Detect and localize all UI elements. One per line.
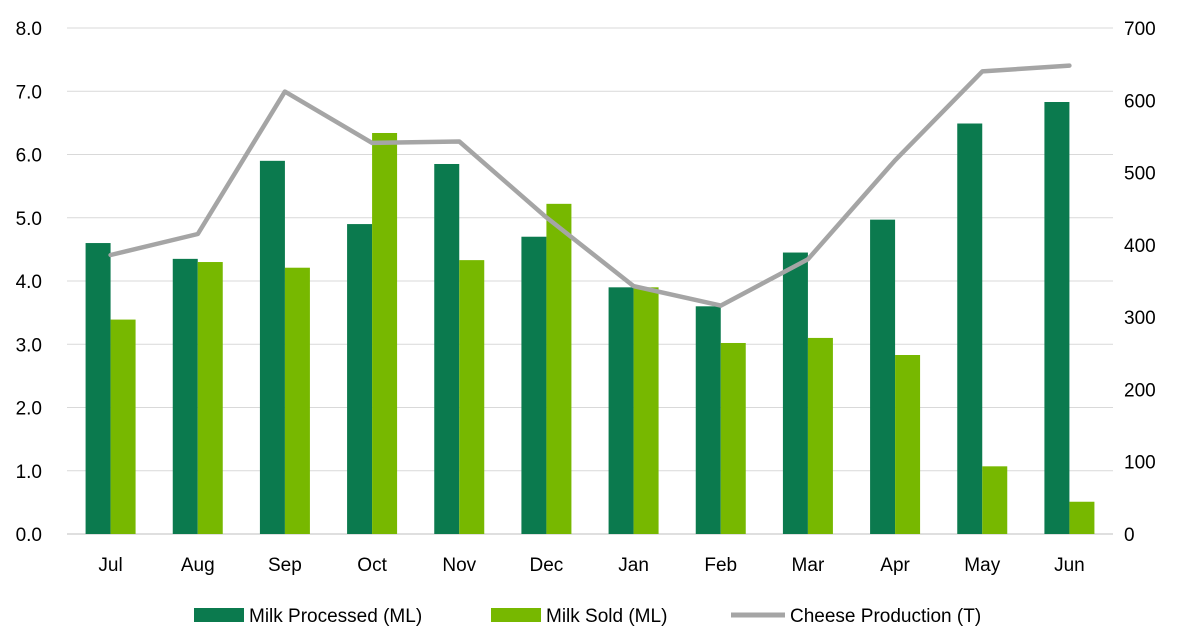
x-tick-label: Jul xyxy=(98,555,122,576)
right-axis-ticks: 0 100 200 300 400 500 600 700 xyxy=(1124,19,1156,546)
bar-milk-sold xyxy=(197,262,223,534)
bar-milk-sold xyxy=(284,267,310,534)
bar-milk-sold xyxy=(110,319,136,534)
bar-milk-processed xyxy=(695,306,721,534)
bar-milk-processed xyxy=(259,160,285,534)
x-tick-label: Nov xyxy=(442,555,476,576)
x-tick-label: May xyxy=(964,555,1000,576)
y-tick-label: 2.0 xyxy=(16,399,42,420)
bar-milk-sold xyxy=(372,132,398,534)
x-tick-label: Mar xyxy=(792,555,825,576)
legend-label: Milk Sold (ML) xyxy=(546,606,667,627)
y-tick-label: 7.0 xyxy=(16,82,42,103)
bar-milk-processed xyxy=(85,243,111,535)
bar-milk-processed xyxy=(347,224,373,534)
bar-milk-sold xyxy=(459,260,485,534)
bar-milk-processed xyxy=(608,287,634,534)
y-tick-label: 5.0 xyxy=(16,209,42,230)
bar-milk-processed xyxy=(434,163,460,535)
y-tick-label: 8.0 xyxy=(16,19,42,40)
y-tick-label: 3.0 xyxy=(16,335,42,356)
y2-tick-label: 300 xyxy=(1124,308,1156,329)
x-axis-ticks: Jul Aug Sep Oct Nov Dec Jan Feb Mar Apr May Jun xyxy=(98,555,1084,576)
line-group xyxy=(108,63,1072,308)
bar-milk-processed xyxy=(1044,102,1070,534)
legend-swatch xyxy=(194,608,244,622)
y2-tick-label: 200 xyxy=(1124,380,1156,401)
y-tick-label: 6.0 xyxy=(16,146,42,167)
bar-milk-sold xyxy=(982,466,1008,534)
bar-milk-sold xyxy=(633,287,659,534)
y2-tick-label: 600 xyxy=(1124,91,1156,112)
y2-tick-label: 100 xyxy=(1124,453,1156,474)
bar-milk-processed xyxy=(172,258,198,534)
gridlines xyxy=(67,27,1113,535)
x-tick-label: Jan xyxy=(618,555,649,576)
x-tick-label: Oct xyxy=(357,555,387,576)
bar-milk-processed xyxy=(782,252,808,534)
x-tick-label: Jun xyxy=(1054,555,1085,576)
y-tick-label: 4.0 xyxy=(16,272,42,293)
legend-label: Cheese Production (T) xyxy=(790,606,981,627)
y-tick-label: 0.0 xyxy=(16,525,42,546)
bar-milk-sold xyxy=(546,203,572,534)
bar-milk-sold xyxy=(895,355,921,534)
x-tick-label: Sep xyxy=(268,555,302,576)
bar-milk-processed xyxy=(957,123,983,534)
line-cheese-production xyxy=(108,63,1072,308)
y2-tick-label: 0 xyxy=(1124,525,1135,546)
legend-label: Milk Processed (ML) xyxy=(249,606,422,627)
bar-milk-processed xyxy=(521,236,547,534)
left-axis-ticks: 0.0 1.0 2.0 3.0 4.0 5.0 6.0 7.0 8.0 xyxy=(16,19,42,546)
x-tick-label: Dec xyxy=(530,555,564,576)
y2-tick-label: 700 xyxy=(1124,19,1156,40)
bar-milk-processed xyxy=(870,219,896,534)
y-tick-label: 1.0 xyxy=(16,462,42,483)
bar-milk-sold xyxy=(807,337,833,534)
bar-milk-sold xyxy=(1069,501,1095,534)
x-tick-label: Feb xyxy=(704,555,737,576)
bars-group xyxy=(85,102,1095,535)
y2-tick-label: 500 xyxy=(1124,164,1156,185)
y2-tick-label: 400 xyxy=(1124,236,1156,257)
bar-milk-sold xyxy=(720,342,746,534)
legend: Milk Processed (ML) Milk Sold (ML) Cheese … xyxy=(194,606,981,627)
x-tick-label: Aug xyxy=(181,555,215,576)
legend-swatch xyxy=(491,608,541,622)
x-tick-label: Apr xyxy=(880,555,910,576)
